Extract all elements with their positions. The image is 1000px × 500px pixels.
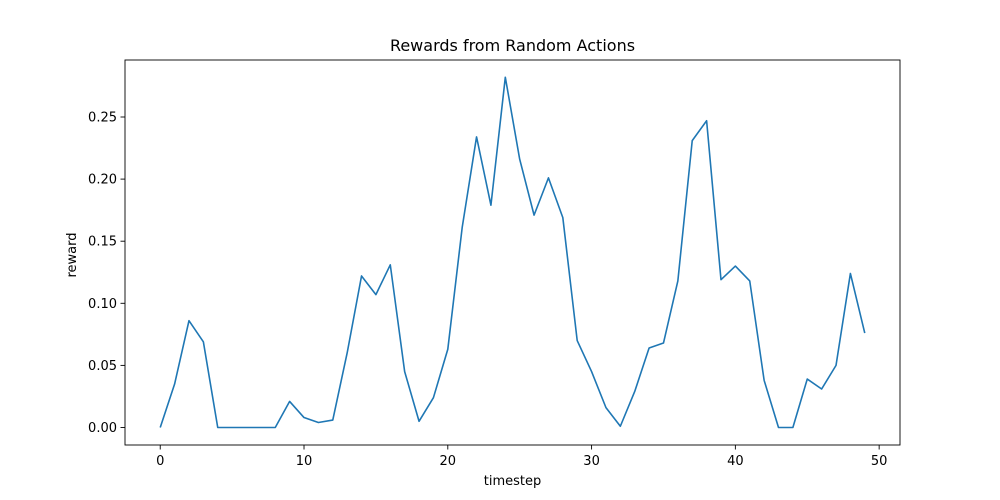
- y-tick-label-4: 0.20: [88, 173, 117, 188]
- x-tick-label-2: 20: [440, 454, 457, 469]
- y-tick-label-1: 0.05: [88, 359, 117, 374]
- x-tick-label-3: 30: [583, 454, 600, 469]
- y-tick-label-3: 0.15: [88, 235, 117, 250]
- x-tick-label-1: 10: [296, 454, 313, 469]
- x-tick-label-4: 40: [727, 454, 744, 469]
- x-tick-label-5: 50: [871, 454, 888, 469]
- y-tick-label-0: 0.00: [88, 421, 117, 436]
- x-tick-label-0: 0: [156, 454, 164, 469]
- chart-title: Rewards from Random Actions: [390, 36, 635, 55]
- series-line-0: [159, 76, 866, 429]
- x-axis-label: timestep: [484, 474, 542, 489]
- y-tick-label-2: 0.10: [88, 297, 117, 312]
- y-tick-label-5: 0.25: [88, 111, 117, 126]
- axes-frame: [124, 59, 901, 446]
- plot-area: 0 10 20 30 40 50 0.00 0.05 0.10 0.15 0.20 0.25: [88, 59, 901, 469]
- y-axis-label: reward: [65, 232, 80, 277]
